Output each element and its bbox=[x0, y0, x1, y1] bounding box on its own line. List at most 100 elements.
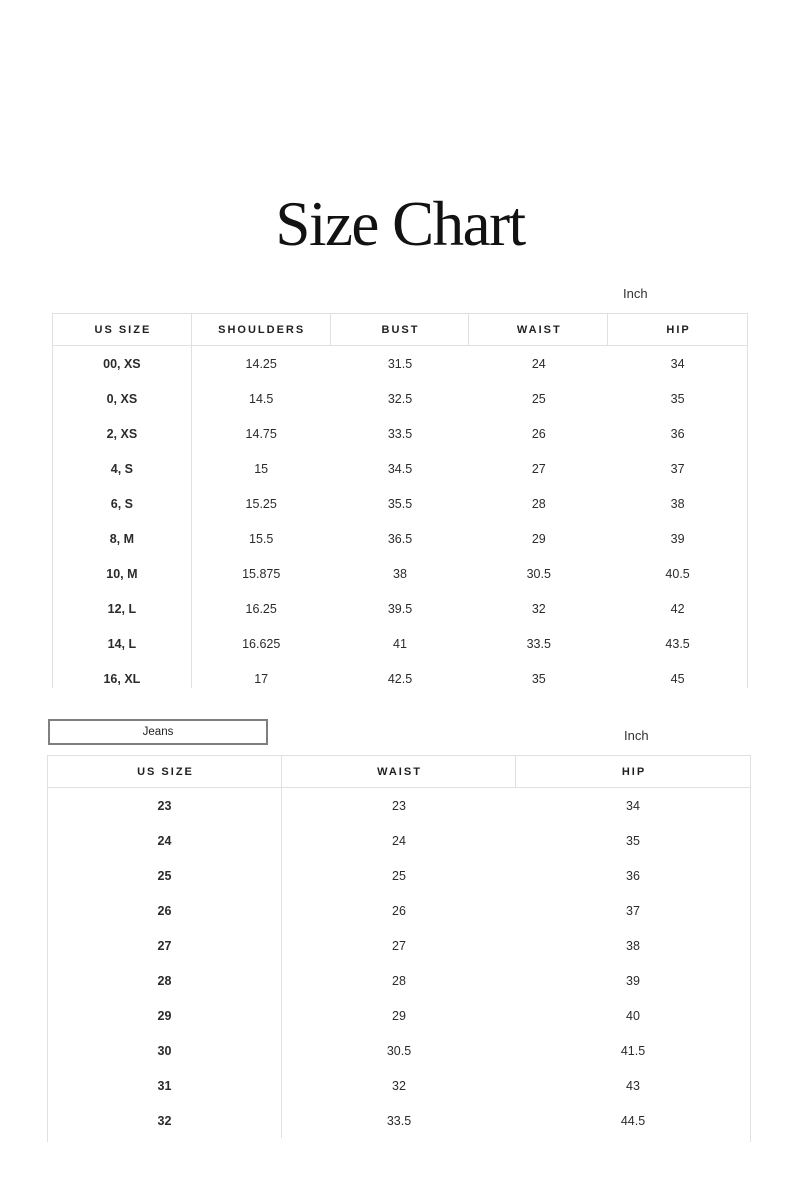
cell-hip: 40 bbox=[626, 1008, 640, 1023]
cell-us-size: 8, M bbox=[53, 521, 192, 556]
cell-waist: 29 bbox=[531, 531, 546, 546]
cell-shoulders: 15.5 bbox=[249, 531, 274, 546]
jeans-unit-label: Inch bbox=[624, 728, 649, 743]
cell-waist: 32 bbox=[531, 601, 546, 616]
cell-waist: 24 bbox=[392, 833, 406, 848]
cell-bust: 42.5 bbox=[387, 671, 413, 686]
column-header-hip: HIP bbox=[666, 323, 691, 336]
cell-shoulders: 14.25 bbox=[245, 356, 277, 371]
cell-hip: 35 bbox=[670, 391, 685, 406]
table-row: 14, L 16.625 41 33.5 43.5 bbox=[53, 626, 747, 661]
cell-waist: 27 bbox=[531, 461, 546, 476]
cell-hip: 42 bbox=[670, 601, 685, 616]
table-row: 10, M 15.875 38 30.5 40.5 bbox=[53, 556, 747, 591]
cell-shoulders: 16.25 bbox=[245, 601, 277, 616]
cell-hip: 37 bbox=[670, 461, 685, 476]
cell-waist: 30.5 bbox=[526, 566, 551, 581]
cell-us-size: 4, S bbox=[53, 451, 192, 486]
table-row: 00, XS 14.25 31.5 24 34 bbox=[53, 346, 747, 381]
jeans-table-header-row: US SIZE WAIST HIP bbox=[48, 755, 750, 788]
column-header-shoulders: SHOULDERS bbox=[192, 314, 331, 345]
cell-us-size: 00, XS bbox=[53, 346, 192, 381]
table-row: 29 29 40 bbox=[48, 998, 750, 1033]
cell-waist: 24 bbox=[531, 356, 546, 371]
cell-hip: 37 bbox=[626, 903, 640, 918]
table-row: 32 33.5 44.5 bbox=[48, 1103, 750, 1138]
cell-bust: 41 bbox=[393, 636, 407, 651]
cell-waist: 27 bbox=[392, 938, 406, 953]
cell-bust: 32.5 bbox=[387, 391, 413, 406]
table-row: 25 25 36 bbox=[48, 858, 750, 893]
column-header-waist: WAIST bbox=[282, 756, 516, 787]
table-row: 8, M 15.5 36.5 29 39 bbox=[53, 521, 747, 556]
cell-hip: 35 bbox=[626, 833, 640, 848]
cell-shoulders: 14.5 bbox=[249, 391, 274, 406]
cell-hip: 39 bbox=[626, 973, 640, 988]
cell-us-size: 12, L bbox=[53, 591, 192, 626]
cell-us-size: 23 bbox=[48, 788, 282, 823]
cell-shoulders: 14.75 bbox=[245, 426, 277, 441]
cell-waist: 35 bbox=[531, 671, 546, 686]
table-row: 27 27 38 bbox=[48, 928, 750, 963]
cell-waist: 32 bbox=[392, 1078, 406, 1093]
cell-us-size: 0, XS bbox=[53, 381, 192, 416]
cell-hip: 44.5 bbox=[620, 1113, 646, 1128]
jeans-size-table: US SIZE WAIST HIP 23 23 34 24 24 35 25 2… bbox=[47, 755, 751, 1142]
table-row: 0, XS 14.5 32.5 25 35 bbox=[53, 381, 747, 416]
cell-hip: 40.5 bbox=[665, 566, 690, 581]
cell-hip: 43.5 bbox=[665, 636, 690, 651]
cell-us-size: 14, L bbox=[53, 626, 192, 661]
cell-waist: 29 bbox=[392, 1008, 406, 1023]
table-row: 12, L 16.25 39.5 32 42 bbox=[53, 591, 747, 626]
cell-bust: 33.5 bbox=[387, 426, 413, 441]
column-header-hip: HIP bbox=[621, 765, 647, 778]
cell-shoulders: 15.25 bbox=[245, 496, 277, 511]
cell-hip: 34 bbox=[670, 356, 685, 371]
cell-us-size: 28 bbox=[48, 963, 282, 998]
cell-hip: 43 bbox=[626, 1078, 640, 1093]
table-row: 28 28 39 bbox=[48, 963, 750, 998]
cell-shoulders: 15 bbox=[254, 461, 269, 476]
apparel-unit-label: Inch bbox=[623, 286, 648, 301]
table-row: 23 23 34 bbox=[48, 788, 750, 823]
apparel-size-table: US SIZE SHOULDERS BUST WAIST HIP 00, XS … bbox=[52, 313, 748, 688]
cell-us-size: 16, XL bbox=[53, 661, 192, 688]
cell-shoulders: 16.625 bbox=[242, 636, 281, 651]
cell-hip: 38 bbox=[670, 496, 685, 511]
table-row: 16, XL 17 42.5 35 45 bbox=[53, 661, 747, 688]
page-title: Size Chart bbox=[275, 189, 526, 259]
table-row: 24 24 35 bbox=[48, 823, 750, 858]
jeans-tab-button[interactable]: Jeans bbox=[48, 719, 268, 745]
cell-us-size: 32 bbox=[48, 1103, 282, 1138]
cell-us-size: 25 bbox=[48, 858, 282, 893]
cell-us-size: 27 bbox=[48, 928, 282, 963]
table-row: 4, S 15 34.5 27 37 bbox=[53, 451, 747, 486]
table-row: 30 30.5 41.5 bbox=[48, 1033, 750, 1068]
cell-bust: 39.5 bbox=[387, 601, 413, 616]
cell-shoulders: 15.875 bbox=[242, 566, 281, 581]
cell-bust: 38 bbox=[393, 566, 407, 581]
cell-waist: 23 bbox=[392, 798, 406, 813]
cell-bust: 34.5 bbox=[387, 461, 413, 476]
cell-waist: 25 bbox=[392, 868, 406, 883]
cell-waist: 30.5 bbox=[386, 1043, 412, 1058]
cell-hip: 39 bbox=[670, 531, 685, 546]
cell-hip: 36 bbox=[626, 868, 640, 883]
cell-bust: 36.5 bbox=[387, 531, 413, 546]
cell-waist: 26 bbox=[531, 426, 546, 441]
cell-us-size: 30 bbox=[48, 1033, 282, 1068]
cell-us-size: 6, S bbox=[53, 486, 192, 521]
cell-hip: 41.5 bbox=[620, 1043, 646, 1058]
cell-bust: 31.5 bbox=[387, 356, 413, 371]
table-row: 26 26 37 bbox=[48, 893, 750, 928]
column-header-bust: BUST bbox=[331, 314, 470, 345]
column-header-us-size: US SIZE bbox=[53, 314, 192, 345]
cell-waist: 26 bbox=[392, 903, 406, 918]
cell-hip: 45 bbox=[670, 671, 685, 686]
table-row: 2, XS 14.75 33.5 26 36 bbox=[53, 416, 747, 451]
cell-hip: 38 bbox=[626, 938, 640, 953]
cell-waist: 28 bbox=[392, 973, 406, 988]
cell-waist: 28 bbox=[531, 496, 546, 511]
column-header-waist: WAIST bbox=[469, 314, 609, 345]
cell-waist: 33.5 bbox=[526, 636, 551, 651]
